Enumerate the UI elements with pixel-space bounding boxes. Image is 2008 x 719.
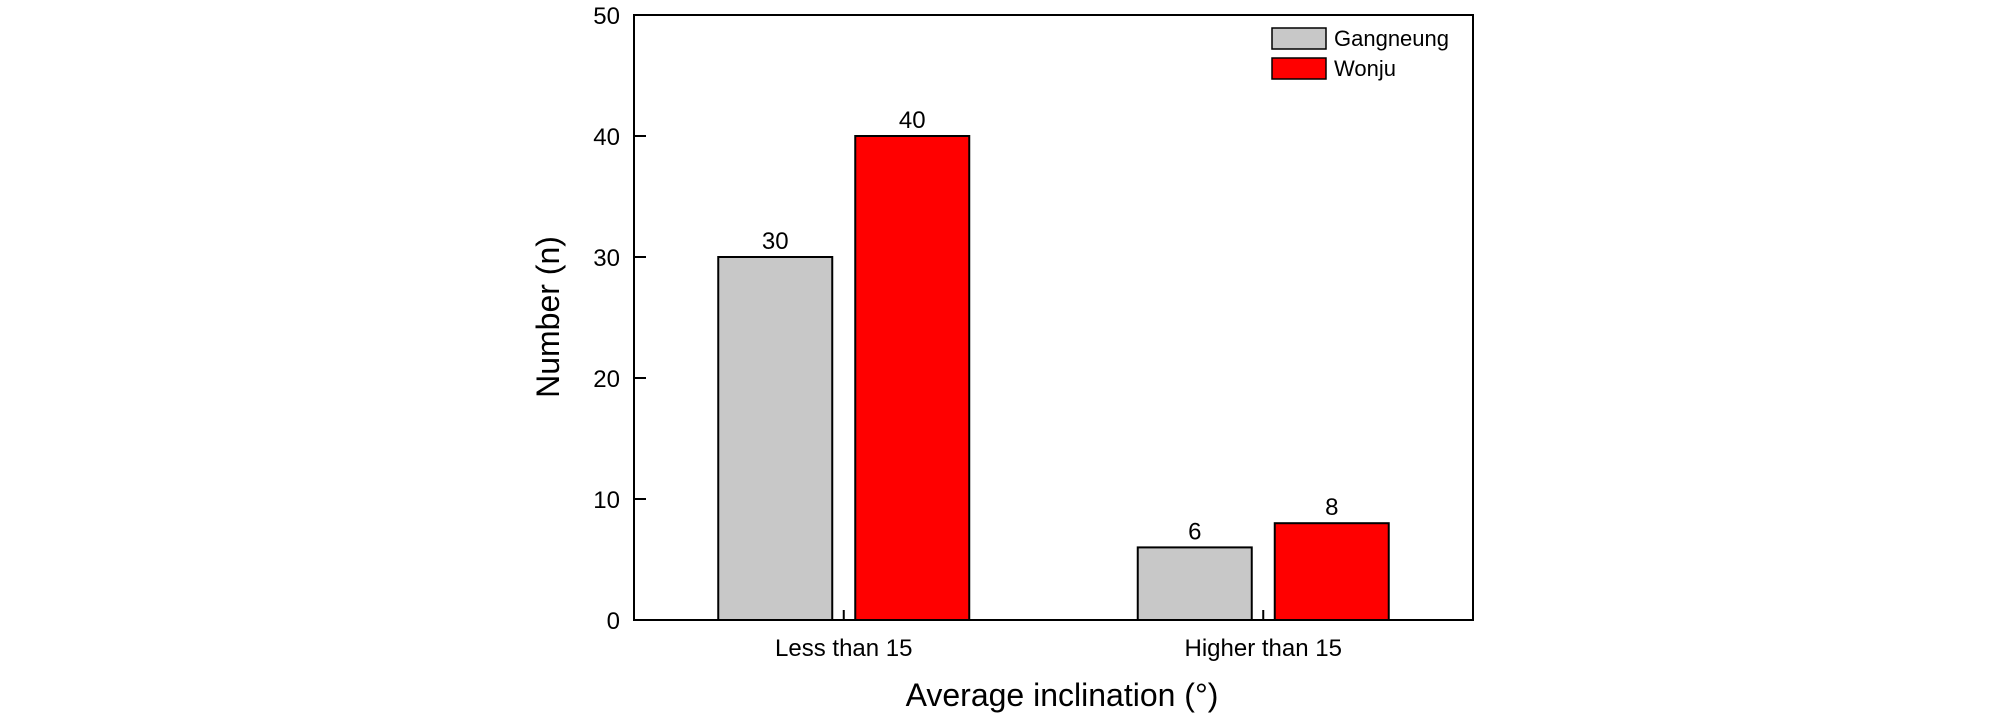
y-tick-label: 20 [593, 366, 620, 393]
bar-value-label: 30 [762, 228, 789, 255]
y-axis-title: Number (n) [530, 236, 566, 398]
y-axis-ticks: 0 10 20 30 40 50 [593, 3, 646, 635]
legend-label-wonju: Wonju [1334, 56, 1396, 81]
legend: Gangneung Wonju [1271, 26, 1449, 81]
y-tick-label: 30 [593, 245, 620, 272]
bar-value-label: 6 [1188, 518, 1201, 545]
bar-value-label: 8 [1325, 494, 1338, 521]
bars-group [717, 135, 1390, 622]
plot-frame [633, 14, 1474, 621]
bar-wonju-1 [854, 135, 971, 621]
legend-swatch-wonju [1271, 57, 1327, 80]
legend-swatch-gangneung [1271, 27, 1327, 50]
bar-value-label: 40 [899, 107, 926, 134]
bar-gangneung-1 [717, 256, 834, 621]
x-category-label: Higher than 15 [1185, 635, 1342, 662]
legend-label-gangneung: Gangneung [1334, 26, 1449, 51]
y-tick-label: 10 [593, 487, 620, 514]
y-tick-label: 40 [593, 124, 620, 151]
y-tick-label: 0 [607, 608, 620, 635]
bar-wonju-2 [1273, 522, 1390, 622]
x-axis-ticks: Less than 15 Higher than 15 [775, 610, 1342, 662]
bar-gangneung-2 [1136, 546, 1253, 622]
x-category-label: Less than 15 [775, 635, 912, 662]
y-tick-label: 50 [593, 3, 620, 30]
bar-labels-group: 30 40 6 8 [762, 107, 1339, 545]
x-axis-title: Average inclination (°) [906, 677, 1219, 713]
